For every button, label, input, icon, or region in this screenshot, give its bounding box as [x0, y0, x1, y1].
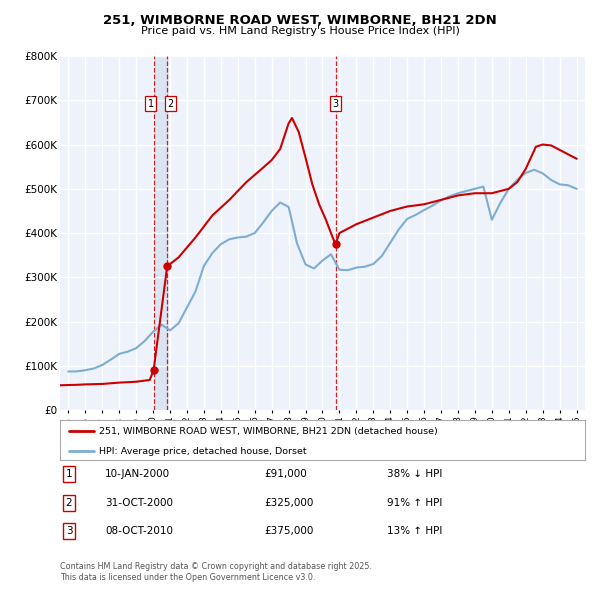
Text: Contains HM Land Registry data © Crown copyright and database right 2025.: Contains HM Land Registry data © Crown c…	[60, 562, 372, 571]
Text: 13% ↑ HPI: 13% ↑ HPI	[387, 526, 442, 536]
Text: 251, WIMBORNE ROAD WEST, WIMBORNE, BH21 2DN: 251, WIMBORNE ROAD WEST, WIMBORNE, BH21 …	[103, 14, 497, 27]
Text: 08-OCT-2010: 08-OCT-2010	[105, 526, 173, 536]
Text: 2: 2	[167, 99, 173, 109]
Text: Price paid vs. HM Land Registry's House Price Index (HPI): Price paid vs. HM Land Registry's House …	[140, 26, 460, 35]
Text: 251, WIMBORNE ROAD WEST, WIMBORNE, BH21 2DN (detached house): 251, WIMBORNE ROAD WEST, WIMBORNE, BH21 …	[100, 427, 438, 436]
Text: 10-JAN-2000: 10-JAN-2000	[105, 470, 170, 479]
Text: £91,000: £91,000	[264, 470, 307, 479]
Bar	[154, 56, 167, 410]
Text: 3: 3	[65, 526, 73, 536]
Text: £375,000: £375,000	[264, 526, 313, 536]
Text: £325,000: £325,000	[264, 498, 313, 507]
Text: 91% ↑ HPI: 91% ↑ HPI	[387, 498, 442, 507]
Text: 2: 2	[65, 498, 73, 507]
Text: 1: 1	[148, 99, 154, 109]
Text: 31-OCT-2000: 31-OCT-2000	[105, 498, 173, 507]
Text: 38% ↓ HPI: 38% ↓ HPI	[387, 470, 442, 479]
Text: This data is licensed under the Open Government Licence v3.0.: This data is licensed under the Open Gov…	[60, 572, 316, 582]
Text: 1: 1	[65, 470, 73, 479]
Text: 3: 3	[332, 99, 338, 109]
Text: HPI: Average price, detached house, Dorset: HPI: Average price, detached house, Dors…	[100, 447, 307, 456]
